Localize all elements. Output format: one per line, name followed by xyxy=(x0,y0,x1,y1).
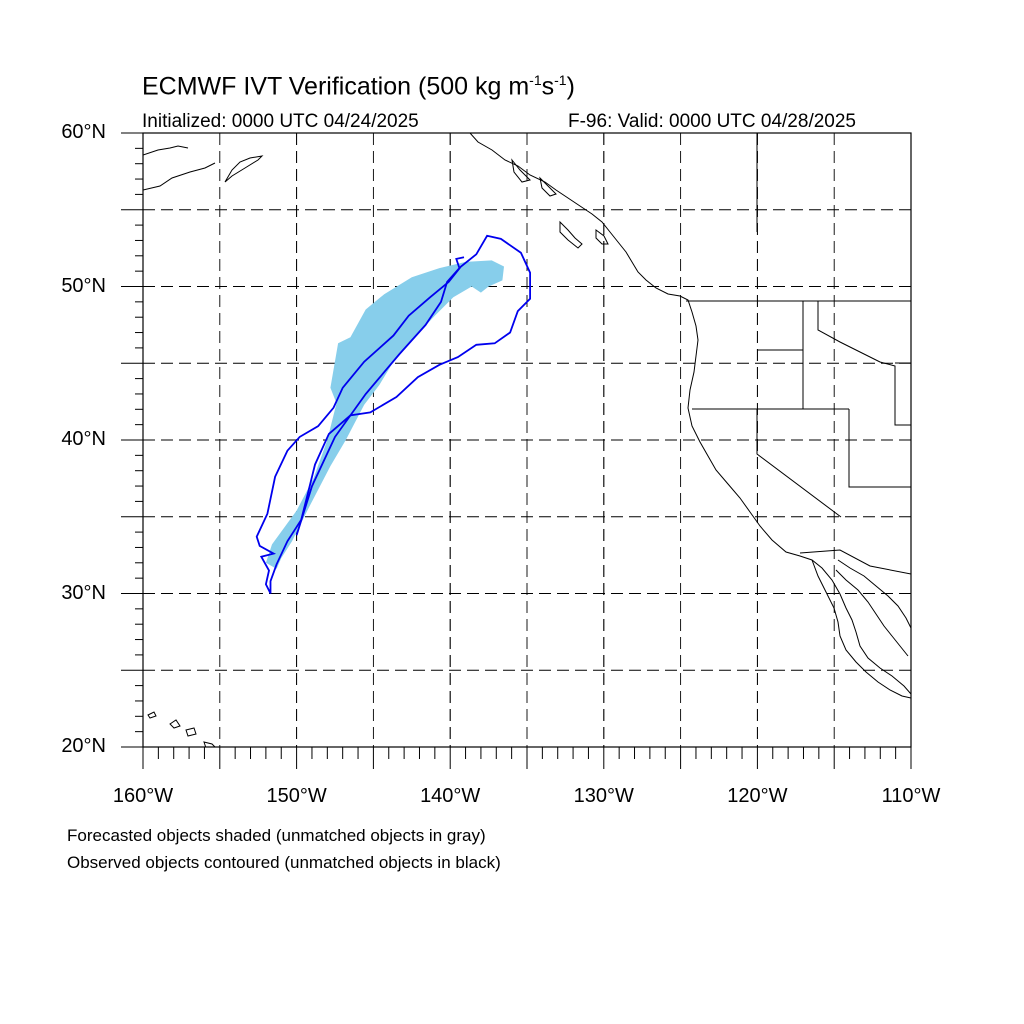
forecast-object xyxy=(265,260,504,569)
lon-label: 160°W xyxy=(112,785,174,807)
observed-object xyxy=(255,234,531,594)
plot-frame xyxy=(142,132,912,748)
map-title: ECMWF IVT Verification (500 kg m-1s-1) xyxy=(142,72,575,101)
lat-label: 40°N xyxy=(61,428,106,450)
coast-gulf-california xyxy=(837,559,911,629)
coastlines xyxy=(143,133,911,747)
lat-label: 50°N xyxy=(61,274,106,297)
initialized-time: Initialized: 0000 UTC 04/24/2025 xyxy=(142,111,419,132)
caption-observed: Observed objects contoured (unmatched ob… xyxy=(67,853,501,872)
lon-label: 110°W xyxy=(881,785,941,807)
caption-forecast: Forecasted objects shaded (unmatched obj… xyxy=(67,826,486,845)
lat-label: 30°N xyxy=(61,581,106,604)
coast-baja xyxy=(811,559,911,699)
coast-alaska-islands xyxy=(511,158,609,249)
coast-alaska xyxy=(469,133,699,357)
coast-russia xyxy=(143,145,264,191)
border-mexico xyxy=(799,549,911,575)
border-canada-us xyxy=(686,133,911,302)
lon-label: 150°W xyxy=(266,785,327,807)
lon-label: 140°W xyxy=(420,785,481,807)
lat-label: 20°N xyxy=(61,735,106,757)
lat-label: 60°N xyxy=(61,121,106,143)
graticule xyxy=(121,132,912,769)
observed-object-inner xyxy=(295,256,465,536)
coast-hawaii xyxy=(147,711,216,747)
lon-label: 130°W xyxy=(573,785,634,807)
coast-west xyxy=(687,355,911,695)
border-states xyxy=(692,301,911,518)
lon-label: 120°W xyxy=(727,785,788,807)
valid-time: F-96: Valid: 0000 UTC 04/28/2025 xyxy=(568,111,856,132)
